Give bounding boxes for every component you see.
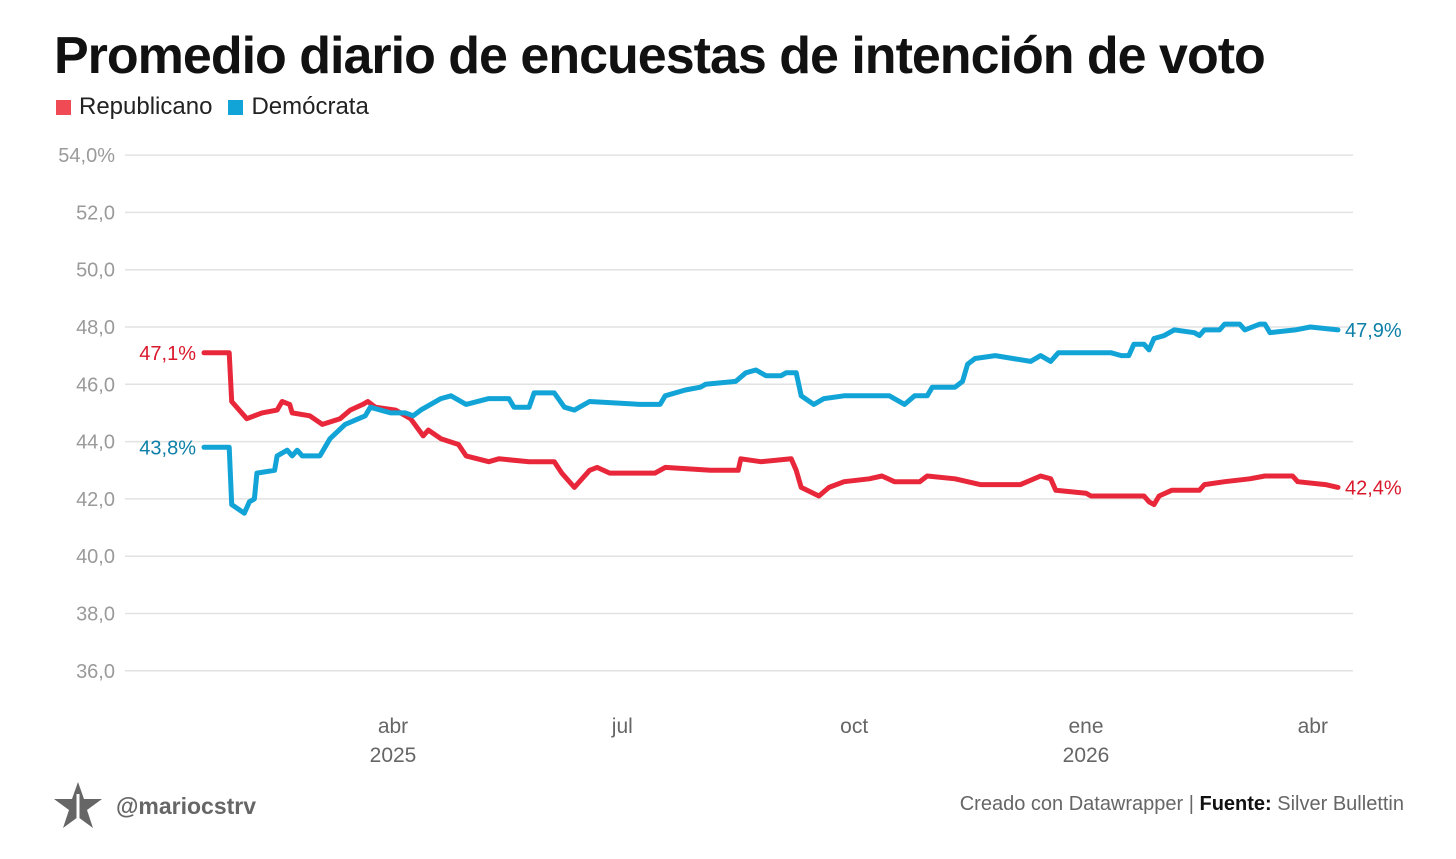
source-label: Fuente: [1199, 793, 1272, 815]
datawrapper-credit: Creado con Datawrapper | [959, 793, 1200, 815]
x-tick-year-label: 2025 [370, 744, 417, 767]
x-tick-label: ene [1068, 715, 1103, 738]
x-tick-year-label: 2026 [1063, 744, 1110, 767]
series-line-republicano [201, 350, 1341, 508]
legend-label: Demócrata [251, 93, 369, 120]
start-value-label: 43,8% [139, 437, 196, 459]
y-tick-label: 46,0 [76, 374, 115, 396]
y-tick-label: 50,0 [76, 260, 115, 282]
x-tick-label: abr [1298, 715, 1328, 738]
legend-swatch-democrata [228, 99, 244, 115]
x-tick-label: oct [840, 715, 868, 738]
y-tick-label: 40,0 [76, 546, 115, 568]
legend: Republicano Demócrata [56, 93, 369, 121]
y-tick-label: 38,0 [76, 604, 115, 626]
source-name: Silver Bullettin [1271, 793, 1404, 815]
y-tick-label: 48,0 [76, 317, 115, 339]
y-tick-label: 54,0% [58, 145, 115, 167]
y-tick-label: 36,0 [76, 661, 115, 683]
author-handle: @mariocstrv [116, 792, 257, 819]
end-value-label: 42,4% [1345, 477, 1402, 499]
start-value-label: 47,1% [139, 343, 196, 365]
x-tick-label: jul [611, 715, 633, 738]
star-logo-icon [54, 782, 102, 828]
y-tick-label: 42,0 [76, 489, 115, 511]
x-tick-label: abr [378, 715, 408, 738]
legend-swatch-republicano [56, 99, 71, 115]
y-tick-label: 52,0 [76, 202, 115, 224]
series-line-demócrata [201, 321, 1341, 516]
chart-title: Promedio diario de encuestas de intenció… [54, 27, 1266, 85]
source-credit: Creado con Datawrapper | Fuente: Silver … [960, 793, 1404, 816]
legend-label: Republicano [79, 93, 213, 120]
legend-item-democrata: Demócrata [228, 93, 369, 121]
end-value-label: 47,9% [1345, 320, 1402, 342]
author-credit: @mariocstrv [52, 780, 256, 832]
legend-item-republicano: Republicano [56, 93, 212, 121]
y-tick-label: 44,0 [76, 432, 115, 454]
